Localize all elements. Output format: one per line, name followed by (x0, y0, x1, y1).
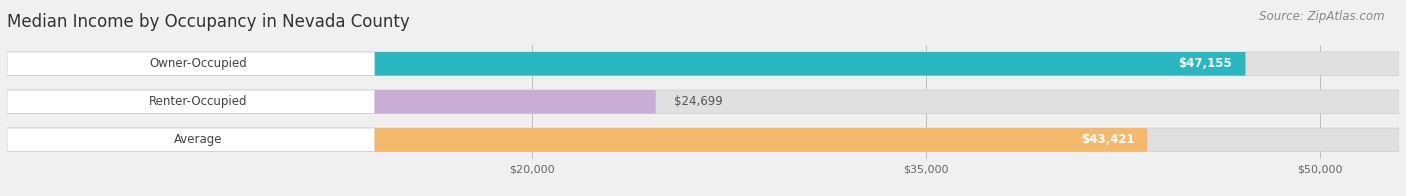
FancyBboxPatch shape (7, 128, 1399, 152)
FancyBboxPatch shape (7, 52, 1399, 76)
Text: Average: Average (174, 133, 222, 146)
Text: Owner-Occupied: Owner-Occupied (149, 57, 247, 70)
Text: Source: ZipAtlas.com: Source: ZipAtlas.com (1260, 10, 1385, 23)
Text: $43,421: $43,421 (1081, 133, 1135, 146)
FancyBboxPatch shape (7, 52, 1246, 76)
FancyBboxPatch shape (7, 90, 655, 114)
Text: $24,699: $24,699 (673, 95, 723, 108)
Text: Renter-Occupied: Renter-Occupied (149, 95, 247, 108)
FancyBboxPatch shape (7, 128, 1147, 152)
FancyBboxPatch shape (7, 90, 1399, 114)
FancyBboxPatch shape (7, 52, 375, 76)
Text: Median Income by Occupancy in Nevada County: Median Income by Occupancy in Nevada Cou… (7, 13, 409, 31)
Text: $47,155: $47,155 (1178, 57, 1232, 70)
FancyBboxPatch shape (7, 128, 375, 152)
FancyBboxPatch shape (7, 90, 375, 114)
